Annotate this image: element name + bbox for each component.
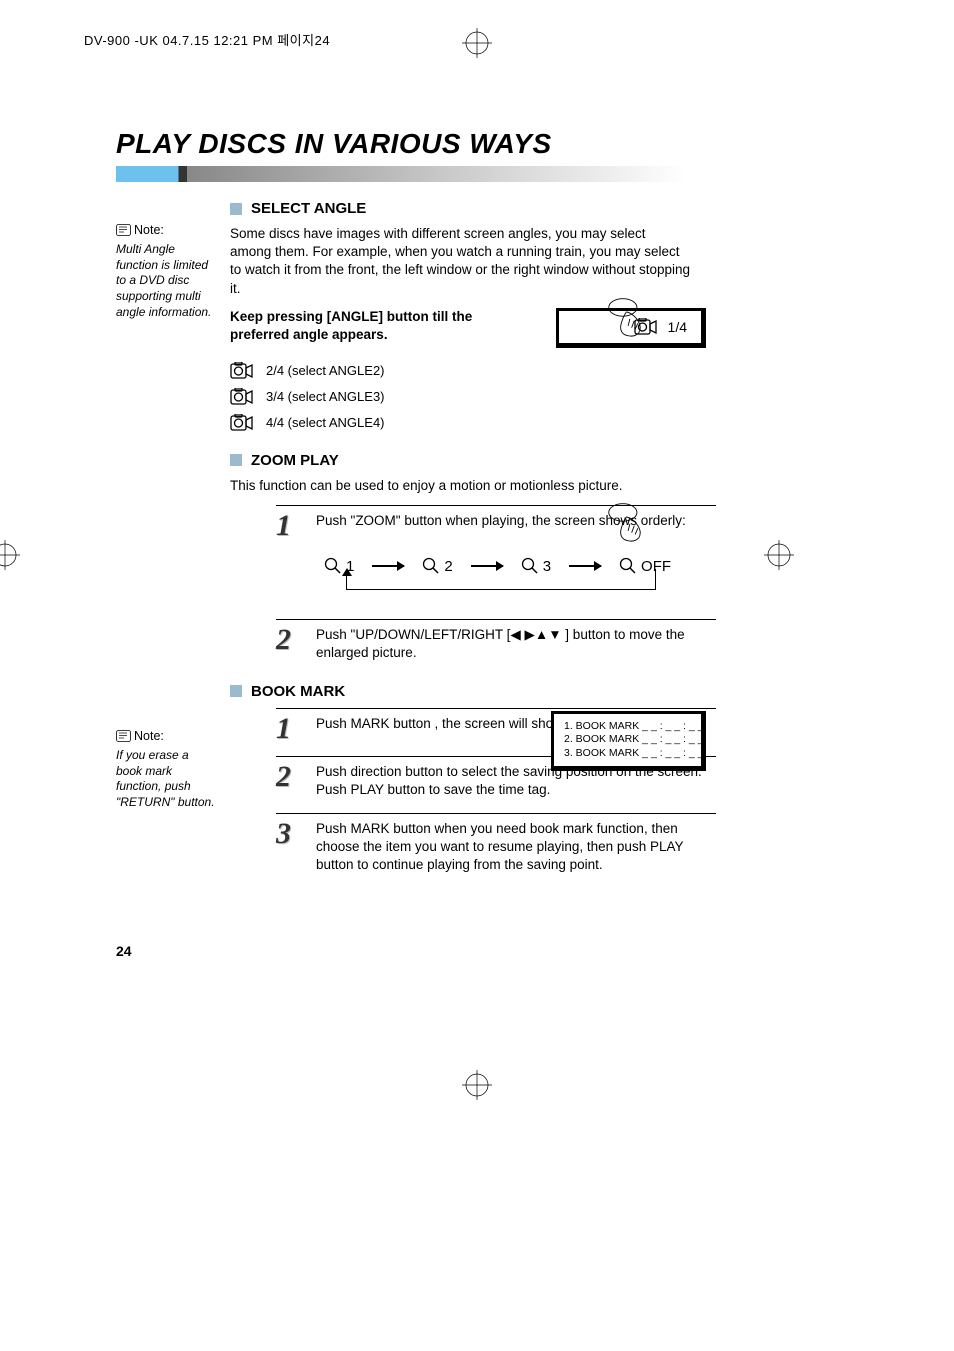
crop-mark-top-icon bbox=[462, 28, 492, 58]
zoom-return-path bbox=[336, 577, 656, 603]
note2-body: If you erase a book mark function, push … bbox=[116, 748, 216, 810]
zoom-step1: Push "ZOOM" button when playing, the scr… bbox=[316, 512, 716, 530]
select-angle-intro: Some discs have images with different sc… bbox=[230, 225, 690, 298]
book-mark-title: BOOK MARK bbox=[251, 683, 345, 700]
angle-option-0: 2/4 (select ANGLE2) bbox=[266, 363, 385, 378]
magnifier-icon bbox=[422, 557, 440, 575]
page-title: PLAY DISCS IN VARIOUS WAYS bbox=[116, 128, 836, 160]
note-bookmark: Note: If you erase a book mark function,… bbox=[116, 728, 216, 811]
zoom-seq-2: 3 bbox=[543, 558, 551, 575]
step-number: 3 bbox=[276, 820, 298, 847]
step-number: 2 bbox=[276, 626, 298, 653]
crop-mark-right-icon bbox=[764, 540, 794, 570]
zoom-sequence-diagram: 1 2 3 OFF bbox=[324, 557, 706, 575]
step-number: 1 bbox=[276, 715, 298, 742]
magnifier-icon bbox=[324, 557, 342, 575]
step-number: 1 bbox=[276, 512, 298, 539]
bookmark-step3: Push MARK button when you need book mark… bbox=[316, 820, 716, 875]
zoom-play-title: ZOOM PLAY bbox=[251, 452, 339, 469]
camera-icon bbox=[230, 362, 254, 380]
bm-row-1: 2. BOOK MARK _ _ : _ _ : _ _ bbox=[564, 733, 691, 747]
note1-body: Multi Angle function is limited to a DVD… bbox=[116, 242, 216, 320]
camera-icon bbox=[230, 414, 254, 432]
angle-option-2: 4/4 (select ANGLE4) bbox=[266, 415, 385, 430]
title-accent-bar bbox=[116, 166, 686, 182]
zoom-play-intro: This function can be used to enjoy a mot… bbox=[230, 477, 706, 495]
magnifier-icon bbox=[619, 557, 637, 575]
section-bullet-icon bbox=[230, 685, 242, 697]
camera-icon bbox=[230, 388, 254, 406]
doc-header: DV-900 -UK 04.7.15 12:21 PM 페이지24 bbox=[84, 30, 330, 49]
bm-row-0: 1. BOOK MARK _ _ : _ _ : _ _ bbox=[564, 720, 691, 734]
angle-option-row: 4/4 (select ANGLE4) bbox=[230, 414, 706, 432]
zoom-seq-1: 2 bbox=[444, 558, 452, 575]
note-multi-angle: Note: Multi Angle function is limited to… bbox=[116, 222, 216, 320]
arrow-right-icon bbox=[372, 565, 404, 567]
bm-row-2: 3. BOOK MARK _ _ : _ _ : _ _ bbox=[564, 747, 691, 761]
select-angle-title: SELECT ANGLE bbox=[251, 200, 366, 217]
angle-osd-value: 1/4 bbox=[668, 319, 687, 335]
zoom-step2: Push "UP/DOWN/LEFT/RIGHT [◀ ▶▲▼ ] button… bbox=[316, 626, 716, 662]
note1-label-text: Note: bbox=[134, 222, 164, 238]
section-bullet-icon bbox=[230, 203, 242, 215]
magnifier-icon bbox=[521, 557, 539, 575]
angle-option-1: 3/4 (select ANGLE3) bbox=[266, 389, 385, 404]
zoom-seq-3: OFF bbox=[641, 558, 671, 575]
bookmark-osd-box: 1. BOOK MARK _ _ : _ _ : _ _ 2. BOOK MAR… bbox=[551, 711, 706, 772]
note-label: Note: bbox=[116, 728, 216, 744]
step-number: 2 bbox=[276, 763, 298, 790]
note2-label-text: Note: bbox=[134, 728, 164, 744]
angle-option-row: 3/4 (select ANGLE3) bbox=[230, 388, 706, 406]
hand-press-icon bbox=[607, 296, 651, 340]
angle-instruction: Keep pressing [ANGLE] button till the pr… bbox=[230, 308, 490, 344]
arrow-right-icon bbox=[471, 565, 503, 567]
crop-mark-bottom-icon bbox=[462, 1070, 492, 1100]
crop-mark-left-icon bbox=[0, 540, 20, 570]
section-bullet-icon bbox=[230, 454, 242, 466]
note-icon bbox=[116, 224, 131, 236]
note-label: Note: bbox=[116, 222, 216, 238]
arrow-right-icon bbox=[569, 565, 601, 567]
angle-option-row: 2/4 (select ANGLE2) bbox=[230, 362, 706, 380]
page-number: 24 bbox=[116, 943, 132, 959]
note-icon bbox=[116, 730, 131, 742]
hand-press-icon bbox=[607, 501, 651, 545]
